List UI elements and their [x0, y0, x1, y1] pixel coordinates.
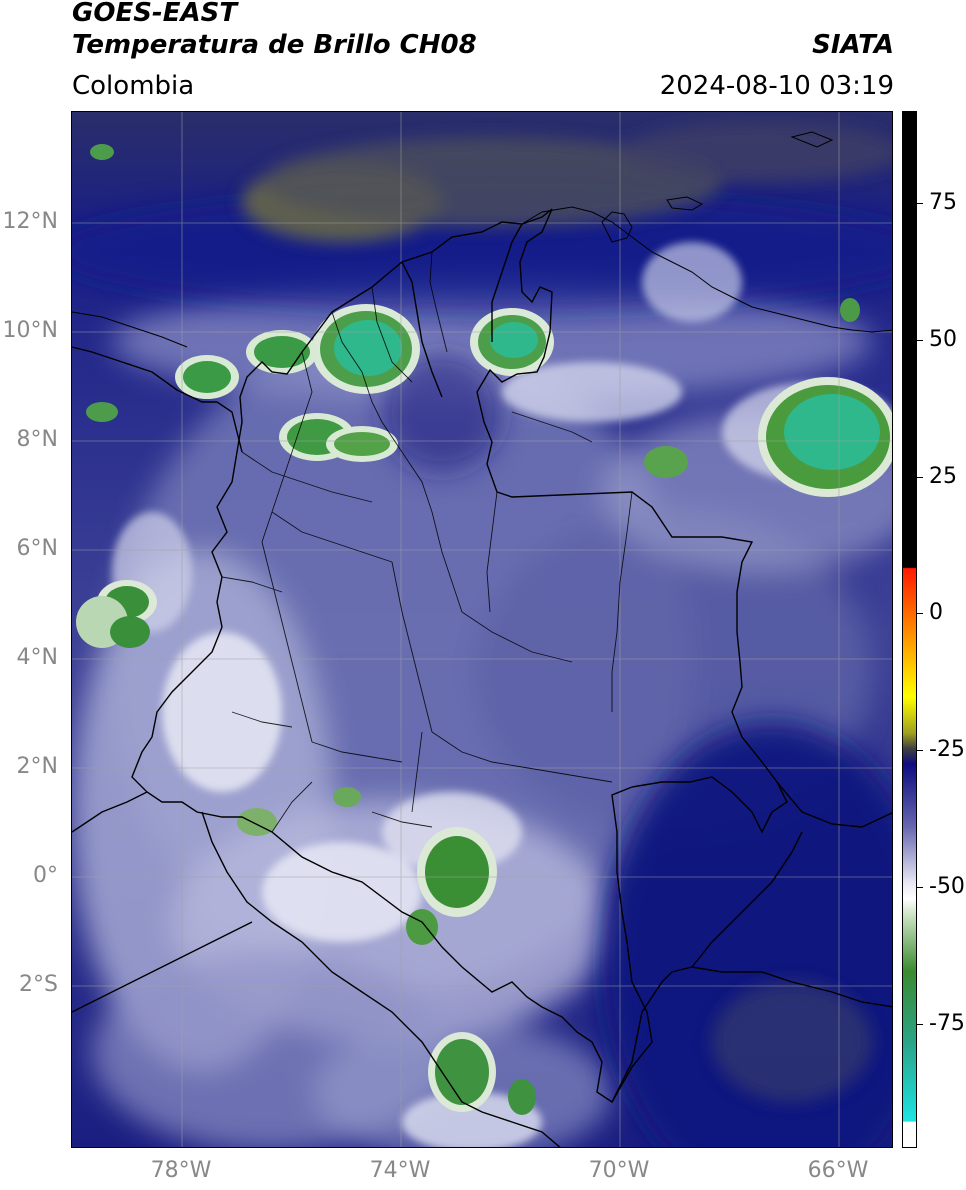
colorbar-tick — [917, 887, 923, 888]
colorbar-label-minus75: -75 — [929, 1011, 965, 1036]
colorbar-tick — [917, 203, 923, 204]
graticule — [72, 112, 892, 1147]
colorbar-label-25: 25 — [929, 464, 957, 489]
warm-dry-air — [242, 122, 892, 1102]
lat-label-8n: 8°N — [16, 427, 58, 452]
colorbar-tick — [917, 1024, 923, 1025]
colorbar-gradient — [903, 112, 916, 1147]
region-label: Colombia — [72, 71, 195, 101]
temperature-colorbar — [902, 111, 917, 1148]
colorbar-label-minus25: -25 — [929, 737, 965, 762]
map-canvas — [72, 112, 892, 1147]
lon-label-66w: 66°W — [807, 1158, 869, 1183]
lon-label-78w: 78°W — [150, 1158, 212, 1183]
lon-label-74w: 74°W — [369, 1158, 431, 1183]
colorbar-label-50: 50 — [929, 327, 957, 352]
title-satellite: GOES-EAST — [72, 0, 238, 28]
colorbar-label-0: 0 — [929, 600, 943, 625]
colorbar-label-minus50: -50 — [929, 874, 965, 899]
lat-label-10n: 10°N — [2, 318, 58, 343]
lat-label-4n: 4°N — [16, 645, 58, 670]
satellite-map[interactable] — [71, 111, 893, 1148]
lat-label-0: 0° — [33, 863, 58, 888]
colorbar-tick — [917, 340, 923, 341]
convective-cores — [76, 144, 892, 1115]
organization-label: SIATA — [812, 30, 894, 60]
colorbar-tick — [917, 477, 923, 478]
lat-label-2n: 2°N — [16, 754, 58, 779]
lat-label-12n: 12°N — [2, 209, 58, 234]
country-borders — [72, 208, 892, 1147]
title-product: Temperatura de Brillo CH08 — [72, 30, 477, 60]
colorbar-tick — [917, 750, 923, 751]
lat-label-6n: 6°N — [16, 536, 58, 561]
coastlines — [72, 131, 892, 348]
datetime-label: 2024-08-10 03:19 — [659, 71, 894, 101]
lat-label-2s: 2°S — [19, 972, 58, 997]
colorbar-tick — [917, 613, 923, 614]
lon-label-70w: 70°W — [588, 1158, 650, 1183]
department-borders — [221, 251, 633, 833]
colorbar-label-75: 75 — [929, 190, 957, 215]
